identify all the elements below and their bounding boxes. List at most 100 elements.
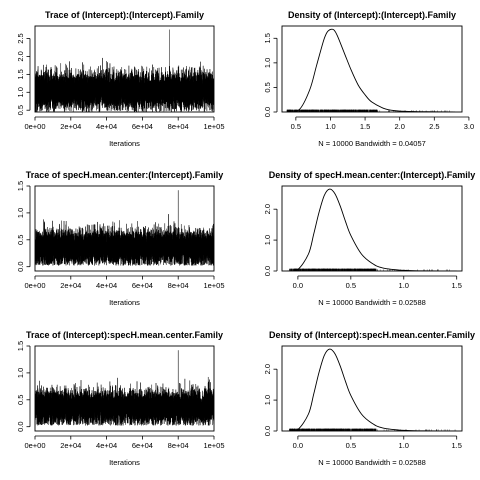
y-tick-label: 0.0 [263, 107, 272, 117]
panel-title: Density of specH.mean.center:(Intercept)… [269, 170, 476, 180]
plot-frame [281, 25, 463, 113]
panel-4: Density of specH.mean.center:(Intercept)… [263, 170, 475, 307]
plot-frame [281, 185, 463, 272]
x-axis-label: Iterations [109, 139, 140, 148]
y-tick-label: 1.0 [263, 235, 272, 245]
x-tick-label: 0e+00 [24, 441, 45, 450]
trace-line [35, 190, 214, 266]
x-tick-label: 1e+05 [203, 122, 224, 131]
y-tick-label: 1.5 [16, 69, 25, 79]
y-tick-label: 2.0 [16, 51, 25, 61]
y-tick-label: 0.5 [16, 395, 25, 405]
panel-title: Trace of (Intercept):(Intercept).Family [45, 10, 204, 20]
panel-title: Trace of specH.mean.center:(Intercept).F… [26, 170, 224, 180]
y-tick-label: 1.0 [16, 87, 25, 97]
x-tick-label: 6e+04 [132, 441, 153, 450]
y-tick-label: 1.0 [263, 395, 272, 405]
x-axis-label: N = 10000 Bandwidth = 0.04057 [318, 139, 426, 148]
trace-line [35, 350, 214, 426]
x-axis: 0e+00 2e+04 4e+04 6e+04 8e+04 1e+05 [24, 275, 225, 290]
x-tick-label: 8e+04 [168, 441, 189, 450]
x-axis: 0e+00 2e+04 4e+04 6e+04 8e+04 1e+05 [24, 116, 225, 131]
x-tick-label: 2e+04 [60, 281, 81, 290]
y-tick-label: 2.5 [16, 33, 25, 43]
y-tick-label: 0.5 [16, 105, 25, 115]
plot-area [285, 28, 456, 112]
plot-area [35, 190, 214, 266]
x-tick-label: 2e+04 [60, 441, 81, 450]
x-axis-label: Iterations [109, 458, 140, 467]
y-axis: 0.0 0.5 1.0 1.5 [263, 33, 278, 117]
x-tick-label: 1e+05 [203, 441, 224, 450]
x-tick-label: 0.0 [293, 441, 303, 450]
panel-2: Density of (Intercept):(Intercept).Famil… [263, 10, 474, 148]
panel-title: Trace of (Intercept):specH.mean.center.F… [26, 330, 223, 340]
x-tick-label: 0e+00 [24, 122, 45, 131]
panel-title: Density of (Intercept):specH.mean.center… [269, 330, 475, 340]
y-tick-label: 1.0 [263, 58, 272, 68]
x-tick-label: 0.5 [346, 441, 356, 450]
x-tick-label: 0.0 [293, 281, 303, 290]
y-axis: 0.0 1.0 2.0 [263, 204, 278, 276]
plot-area [287, 188, 457, 271]
y-tick-label: 0.5 [16, 235, 25, 245]
x-tick-label: 1.0 [399, 441, 409, 450]
x-axis: 0.5 1.0 1.5 2.0 2.5 3.0 [291, 116, 474, 131]
x-tick-label: 6e+04 [132, 122, 153, 131]
y-tick-label: 1.0 [16, 368, 25, 378]
x-tick-label: 0.5 [291, 122, 301, 131]
density-curve [287, 188, 457, 271]
x-tick-label: 1.5 [451, 441, 461, 450]
panel-3: Trace of specH.mean.center:(Intercept).F… [16, 170, 225, 307]
y-axis: 0.0 0.5 1.0 1.5 [16, 341, 31, 432]
x-tick-label: 1.0 [399, 281, 409, 290]
plot-area [35, 29, 214, 112]
x-tick-label: 2.0 [394, 122, 404, 131]
x-tick-label: 8e+04 [168, 122, 189, 131]
density-curve [287, 348, 457, 431]
x-axis: 0.0 0.5 1.0 1.5 [293, 435, 462, 450]
y-tick-label: 0.0 [263, 266, 272, 276]
plot-area [287, 348, 457, 431]
x-tick-label: 0e+00 [24, 281, 45, 290]
x-tick-label: 0.5 [346, 281, 356, 290]
x-tick-label: 2.5 [429, 122, 439, 131]
plot-area [35, 350, 214, 426]
x-tick-label: 4e+04 [96, 122, 117, 131]
y-axis: 0.0 1.0 2.0 [263, 364, 278, 436]
x-tick-label: 1.0 [325, 122, 335, 131]
y-axis: 0.5 1.0 1.5 2.0 2.5 [16, 33, 31, 115]
x-axis-label: N = 10000 Bandwidth = 0.02588 [318, 298, 426, 307]
y-tick-label: 2.0 [263, 364, 272, 374]
panel-6: Density of (Intercept):specH.mean.center… [263, 330, 475, 467]
x-axis: 0.0 0.5 1.0 1.5 [293, 275, 462, 290]
x-tick-label: 3.0 [464, 122, 474, 131]
y-tick-label: 2.0 [263, 204, 272, 214]
y-tick-label: 1.5 [16, 181, 25, 191]
y-tick-label: 1.5 [263, 33, 272, 43]
y-tick-label: 0.0 [16, 261, 25, 271]
trace-line [35, 29, 214, 112]
plot-frame [34, 185, 215, 272]
y-tick-label: 0.0 [16, 421, 25, 431]
x-tick-label: 1.5 [360, 122, 370, 131]
x-tick-label: 4e+04 [96, 281, 117, 290]
x-tick-label: 1e+05 [203, 281, 224, 290]
y-tick-label: 1.5 [16, 341, 25, 351]
y-axis: 0.0 0.5 1.0 1.5 [16, 181, 31, 272]
y-tick-label: 0.5 [263, 82, 272, 92]
plot-frame [34, 345, 215, 432]
panel-1: Trace of (Intercept):(Intercept).Family 0… [16, 10, 225, 148]
x-tick-label: 6e+04 [132, 281, 153, 290]
y-tick-label: 1.0 [16, 208, 25, 218]
panel-5: Trace of (Intercept):specH.mean.center.F… [16, 330, 225, 467]
panel-title: Density of (Intercept):(Intercept).Famil… [288, 10, 456, 20]
x-tick-label: 1.5 [451, 281, 461, 290]
density-curve [285, 28, 456, 112]
plot-frame [281, 345, 463, 432]
x-tick-label: 8e+04 [168, 281, 189, 290]
x-axis-label: Iterations [109, 298, 140, 307]
x-tick-label: 2e+04 [60, 122, 81, 131]
x-axis-label: N = 10000 Bandwidth = 0.02588 [318, 458, 426, 467]
